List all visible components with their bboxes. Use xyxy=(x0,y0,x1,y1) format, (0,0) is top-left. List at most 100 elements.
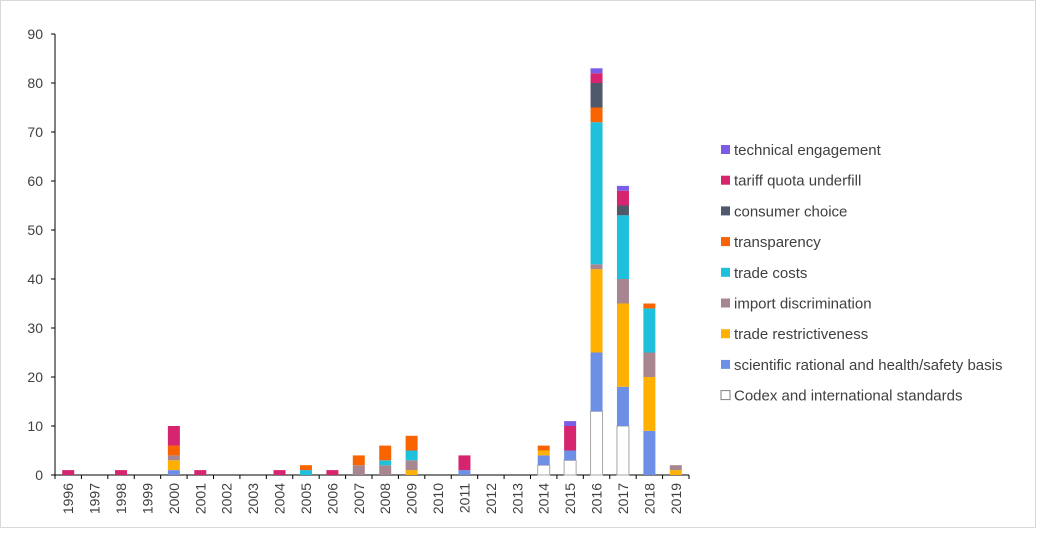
bar-segment-2009-5 xyxy=(405,435,418,451)
bar-segment-2009-3 xyxy=(405,460,418,471)
bar-segment-2018-3 xyxy=(643,352,656,377)
x-axis: 1996 1997 1998 1999 2000 2001 2002 2003 2004 2005… xyxy=(54,474,690,514)
bar-segment-2016-7 xyxy=(590,73,603,83)
x-tick-label: 2003 xyxy=(245,483,261,514)
x-tick-label: 2019 xyxy=(668,483,684,514)
legend-swatch xyxy=(721,145,730,154)
y-tick-label: 30 xyxy=(27,320,43,336)
x-tick-label: 2016 xyxy=(589,483,605,514)
legend-label: import discrimination xyxy=(734,296,872,313)
bar-segment-2008-4 xyxy=(379,460,392,466)
bar-segment-2019-2 xyxy=(669,470,682,475)
x-tick-label: 2010 xyxy=(430,483,446,514)
bar-segment-2009-2 xyxy=(405,470,418,475)
bar-segment-2014-5 xyxy=(537,445,550,451)
bar-segment-2008-3 xyxy=(379,465,392,475)
bar-segment-2014-2 xyxy=(537,450,550,456)
y-tick-label: 90 xyxy=(27,26,43,42)
x-tick-label: 2006 xyxy=(324,483,340,514)
y-tick-label: 80 xyxy=(27,75,43,91)
bar-segment-2015-7 xyxy=(564,426,577,451)
legend: technical engagement tariff quota underfi… xyxy=(720,142,1002,405)
y-tick-label: 10 xyxy=(27,418,43,434)
legend-label: trade restrictiveness xyxy=(734,326,868,343)
y-tick-label: 70 xyxy=(27,124,43,140)
x-tick-label: 2012 xyxy=(483,483,499,514)
bar-segment-2015-8 xyxy=(564,421,577,426)
x-tick-label: 1996 xyxy=(60,483,76,514)
x-tick-label: 1999 xyxy=(139,483,155,514)
bar-segment-2011-1 xyxy=(458,470,471,475)
x-tick-label: 1997 xyxy=(87,483,103,514)
bar-segment-1998-7 xyxy=(115,470,128,475)
bar-segment-2017-1 xyxy=(616,386,629,426)
y-tick-label: 20 xyxy=(27,369,43,385)
x-tick-label: 2004 xyxy=(272,483,288,514)
bar-segment-2000-7 xyxy=(167,426,180,446)
legend-swatch xyxy=(721,237,730,247)
y-tick-label: 40 xyxy=(27,271,43,287)
x-tick-label: 2007 xyxy=(351,483,367,514)
bar-segment-2016-5 xyxy=(590,107,603,123)
bar-segment-2018-5 xyxy=(643,303,656,309)
y-tick-label: 60 xyxy=(27,173,43,189)
bar-segment-2017-4 xyxy=(616,215,629,279)
bar-segment-2017-7 xyxy=(616,190,629,206)
x-tick-label: 2011 xyxy=(456,483,472,513)
bar-segment-2019-3 xyxy=(669,465,682,471)
legend-label: technical engagement xyxy=(734,142,882,159)
bar-segment-2005-4 xyxy=(299,470,312,475)
bar-segment-2014-1 xyxy=(537,455,550,466)
bar-segment-2004-7 xyxy=(273,470,286,475)
bar-segment-2014-0 xyxy=(537,464,551,476)
bar-segment-2016-2 xyxy=(590,269,603,353)
bar-segment-2017-8 xyxy=(616,185,629,191)
bar-segment-2005-5 xyxy=(299,465,312,471)
bar-segment-2016-8 xyxy=(590,68,603,74)
x-tick-label: 2018 xyxy=(641,483,657,514)
legend-swatch xyxy=(721,267,730,277)
bar-segment-2016-0 xyxy=(590,410,604,476)
legend-label: tariff quota underfill xyxy=(734,173,861,190)
bar-segment-2017-3 xyxy=(616,279,629,304)
legend-label: scientific rational and health/safety ba… xyxy=(734,357,1002,374)
bar-segment-2000-3 xyxy=(167,455,180,461)
bar-segment-2015-0 xyxy=(563,459,577,476)
x-tick-label: 2000 xyxy=(166,483,182,514)
bar-segment-2017-0 xyxy=(616,425,630,476)
bar-segment-2009-4 xyxy=(405,450,418,461)
x-tick-label: 2014 xyxy=(536,483,552,514)
bar-segment-2017-2 xyxy=(616,303,629,387)
bar-segment-2011-7 xyxy=(458,455,471,471)
bar-segment-2000-1 xyxy=(167,470,180,475)
bar-segment-2006-7 xyxy=(326,470,339,475)
bar-segment-2016-4 xyxy=(590,122,603,265)
bar-segment-2018-4 xyxy=(643,308,656,353)
x-tick-label: 2008 xyxy=(377,483,393,514)
bar-segment-2016-3 xyxy=(590,264,603,270)
bar-segment-2018-2 xyxy=(643,377,656,431)
bar-segment-2017-6 xyxy=(616,205,629,216)
y-tick-label: 50 xyxy=(27,222,43,238)
legend-swatch xyxy=(721,359,730,369)
legend-swatch xyxy=(721,329,730,339)
legend-swatch xyxy=(720,390,731,401)
legend-swatch xyxy=(721,298,730,308)
x-tick-label: 2017 xyxy=(615,483,631,514)
bar-segment-1996-7 xyxy=(62,470,75,475)
bar-segment-2000-5 xyxy=(167,445,180,456)
x-tick-label: 1998 xyxy=(113,483,129,514)
y-axis: 0 10 20 30 40 50 60 70 80 90 xyxy=(27,26,56,483)
bar-segment-2007-5 xyxy=(352,455,365,466)
x-tick-label: 2015 xyxy=(562,483,578,514)
bar-segment-2007-3 xyxy=(352,465,365,475)
x-tick-label: 2009 xyxy=(404,483,420,514)
legend-label: consumer choice xyxy=(734,203,847,220)
legend-label: trade costs xyxy=(734,265,807,282)
bar-segment-2016-1 xyxy=(590,352,603,412)
bar-segment-2015-1 xyxy=(564,450,577,461)
y-tick-label: 0 xyxy=(35,467,43,483)
legend-swatch xyxy=(721,206,730,216)
